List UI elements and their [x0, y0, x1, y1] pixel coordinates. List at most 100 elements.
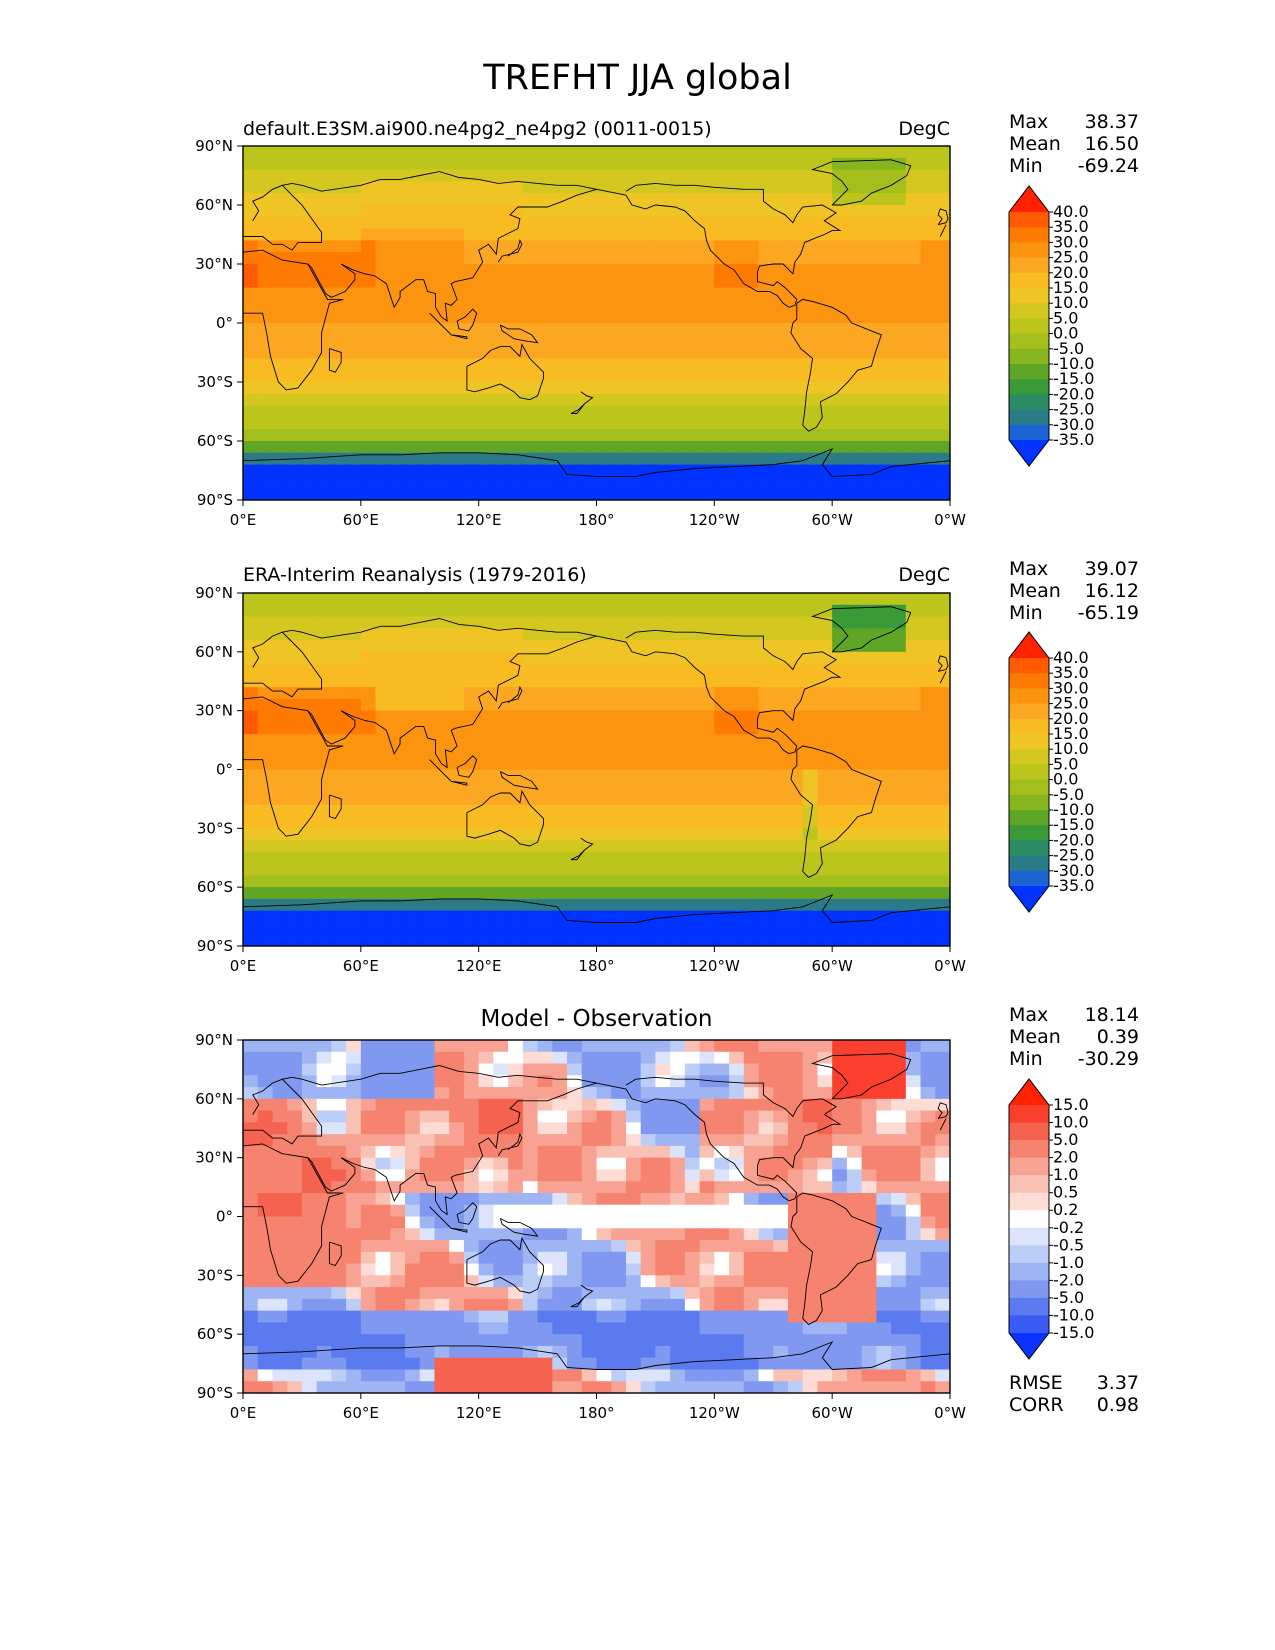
- map-cell: [508, 464, 524, 477]
- map-cell: [846, 863, 863, 876]
- map-cell: [581, 299, 598, 312]
- map-cell: [684, 663, 701, 676]
- map-cell: [832, 488, 848, 500]
- map-cell: [522, 698, 539, 712]
- map-cell: [935, 346, 950, 359]
- map-cell: [493, 675, 509, 688]
- map-cell: [567, 157, 583, 171]
- map-cell: [773, 264, 789, 277]
- map-cell: [876, 604, 892, 618]
- map-cell: [331, 1310, 347, 1323]
- map-cell: [655, 651, 671, 665]
- map-cell: [773, 1381, 789, 1393]
- map-cell: [346, 193, 362, 206]
- map-cell: [640, 1145, 657, 1159]
- map-cell: [331, 722, 347, 735]
- map-cell: [522, 1051, 539, 1065]
- map-cell: [935, 1181, 950, 1194]
- map-cell: [272, 804, 288, 818]
- map-cell: [301, 193, 318, 206]
- map-cell: [861, 1063, 877, 1076]
- colorbar-tick-label: 15.0: [1053, 724, 1089, 743]
- map-cell: [463, 441, 480, 454]
- map-cell: [493, 745, 509, 759]
- map-cell: [611, 334, 627, 348]
- panel-2-stats: Max 39.07 Mean 16.12 Min -65.19: [1009, 558, 1139, 624]
- map-cell: [390, 757, 406, 771]
- map-cell: [729, 1357, 745, 1371]
- map-cell: [596, 663, 612, 676]
- map-cell: [758, 710, 774, 724]
- map-cell: [640, 840, 657, 853]
- map-cell: [257, 252, 274, 265]
- map-cell: [861, 346, 877, 359]
- map-cell: [449, 323, 465, 336]
- map-cell: [699, 1110, 715, 1123]
- map-cell: [346, 405, 362, 418]
- map-cell: [714, 675, 730, 688]
- map-cell: [508, 851, 524, 865]
- map-cell: [729, 1287, 745, 1300]
- map-cell: [419, 181, 436, 194]
- map-cell: [611, 464, 627, 477]
- map-cell: [817, 840, 833, 853]
- map-cell: [935, 488, 950, 500]
- map-cell: [905, 299, 922, 312]
- map-cell: [243, 181, 259, 194]
- map-cell: [846, 393, 863, 407]
- map-cell: [625, 616, 642, 629]
- map-cell: [684, 887, 701, 900]
- map-cell: [802, 405, 819, 418]
- map-cell: [478, 710, 494, 724]
- map-cell: [243, 1169, 259, 1182]
- map-cell: [581, 1357, 598, 1371]
- map-cell: [508, 1263, 524, 1276]
- map-cell: [729, 452, 745, 466]
- coastline: [307, 635, 617, 769]
- map-cell: [419, 1051, 436, 1065]
- map-cell: [463, 323, 480, 336]
- map-cell: [301, 663, 318, 676]
- map-cell: [773, 476, 789, 489]
- colorbar-extend-top: [1009, 186, 1049, 212]
- map-cell: [787, 710, 804, 724]
- map-cell: [360, 1169, 377, 1182]
- map-cell: [316, 1345, 332, 1359]
- map-cell: [449, 370, 465, 383]
- map-cell: [861, 734, 877, 747]
- map-cell: [331, 745, 347, 759]
- map-cell: [817, 464, 833, 477]
- map-cell: [891, 1192, 907, 1206]
- map-cell: [316, 1381, 332, 1393]
- map-cell: [449, 382, 465, 395]
- map-cell: [802, 358, 819, 371]
- map-cell: [463, 887, 480, 900]
- map-cell: [419, 417, 436, 430]
- map-cell: [773, 275, 789, 289]
- map-cell: [257, 828, 274, 841]
- map-cell: [729, 769, 745, 782]
- map-cell: [287, 1181, 303, 1194]
- map-cell: [625, 593, 642, 606]
- map-cell: [743, 745, 760, 759]
- map-cell: [346, 240, 362, 253]
- map-cell: [508, 452, 524, 466]
- map-cell: [935, 757, 950, 771]
- map-cell: [257, 840, 274, 853]
- map-cell: [787, 675, 804, 688]
- map-cell: [301, 323, 318, 336]
- map-cell: [287, 228, 303, 241]
- map-cell: [905, 1098, 922, 1112]
- map-cell: [832, 828, 848, 841]
- map-cell: [935, 604, 950, 618]
- colorbar-segment: [1009, 318, 1049, 335]
- map-cell: [346, 640, 362, 653]
- map-cell: [670, 816, 686, 829]
- map-cell: [684, 1381, 701, 1393]
- map-cell: [699, 299, 715, 312]
- map-cell: [434, 1334, 450, 1347]
- map-cell: [493, 887, 509, 900]
- map-cell: [301, 1369, 318, 1382]
- map-cell: [419, 429, 436, 442]
- map-cell: [463, 745, 480, 759]
